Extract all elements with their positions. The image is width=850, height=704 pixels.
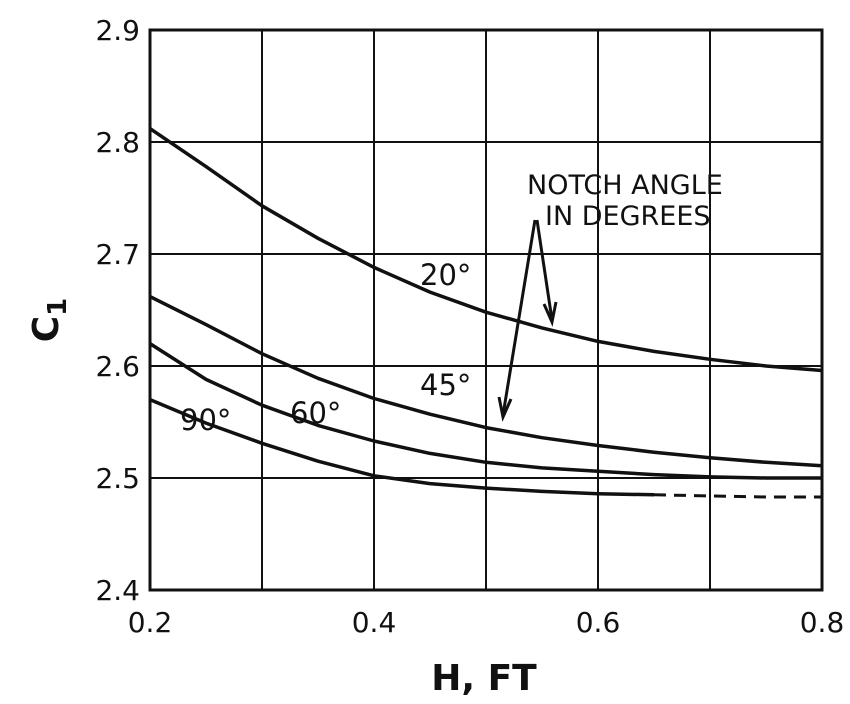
x-axis-title: H, FT <box>431 658 537 699</box>
y-tick-label: 2.9 <box>95 14 140 47</box>
y-tick-label: 2.7 <box>95 238 140 271</box>
x-tick-label: 0.8 <box>800 606 845 639</box>
x-tick-label: 0.6 <box>576 606 621 639</box>
arrow-to-20 <box>535 219 554 321</box>
curves <box>149 127 823 499</box>
y-tick-label: 2.8 <box>95 126 140 159</box>
arrow-to-20-head <box>542 301 558 327</box>
annotation-arrows <box>497 219 558 422</box>
series-label-45: 45° <box>420 368 471 402</box>
arrow-to-45-head <box>497 396 513 422</box>
annotation-line-1: NOTCH ANGLE <box>527 170 723 201</box>
series-label-60: 60° <box>290 396 341 430</box>
plot-frame <box>148 28 824 592</box>
y-axis-title: C1 <box>26 298 73 343</box>
series-line-2 <box>149 342 822 480</box>
y-tick-label: 2.4 <box>95 574 140 607</box>
series-label-20: 20° <box>420 258 471 292</box>
series-line-3 <box>149 397 655 497</box>
y-axis-title-subscript: 1 <box>43 298 73 316</box>
y-tick-label: 2.5 <box>95 462 140 495</box>
tick-labels: 0.2 0.4 0.6 0.8 2.4 2.5 2.6 2.7 2.8 2.9 <box>95 14 844 639</box>
series-line-0 <box>149 127 823 373</box>
annotation-line-2: IN DEGREES <box>545 201 711 232</box>
y-tick-label: 2.6 <box>95 350 140 383</box>
series-line-1 <box>149 295 823 468</box>
arrow-to-45 <box>501 219 537 416</box>
x-tick-label: 0.4 <box>352 606 397 639</box>
series-line-dashed-3 <box>653 493 822 499</box>
series-label-90: 90° <box>180 403 231 437</box>
x-tick-label: 0.2 <box>128 606 173 639</box>
grid <box>148 28 824 592</box>
